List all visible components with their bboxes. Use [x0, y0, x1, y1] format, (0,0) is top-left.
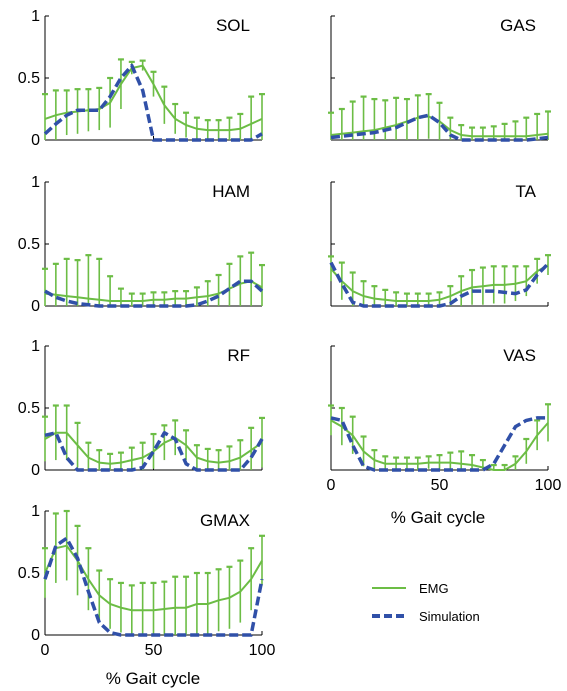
panel-title: TA — [516, 182, 537, 201]
panel-sol: 0 0.5 1 SOL — [18, 8, 265, 149]
y-tick-label: 1 — [31, 8, 40, 25]
emg-series-line — [330, 115, 549, 138]
panel-title: GAS — [500, 16, 536, 35]
y-tick-label: 0.5 — [18, 236, 40, 253]
x-axis-label-right: % Gait cycle — [391, 508, 485, 527]
y-tick-label: 1 — [31, 338, 40, 355]
panel-rf: 0 0.5 1 RF — [18, 338, 265, 479]
x-tick-label: 50 — [145, 642, 163, 659]
x-tick-label: 0 — [41, 642, 50, 659]
y-tick-label: 0 — [31, 298, 40, 315]
emg-series-line — [330, 264, 549, 302]
y-tick-label: 0 — [31, 462, 40, 479]
panel-title: GMAX — [200, 511, 250, 530]
simulation-series-line — [44, 279, 264, 308]
emg-series-line — [44, 431, 263, 465]
x-tick-label: 50 — [431, 477, 449, 494]
panel-title: SOL — [216, 16, 250, 35]
simulation-series-line — [43, 63, 263, 142]
legend: EMG Simulation — [372, 581, 480, 624]
simulation-series-line — [330, 416, 548, 472]
panel-title: RF — [227, 346, 250, 365]
x-tick-label: 100 — [535, 477, 562, 494]
y-tick-label: 0.5 — [18, 565, 40, 582]
legend-simulation-label: Simulation — [419, 609, 480, 624]
x-tick-label: 0 — [327, 477, 336, 494]
panel-gas: GAS — [328, 15, 551, 142]
panels: 0 0.5 1 SOL GAS 0 0.5 1 HAM TA 0 0.5 1 RF 0 50 100 VAS 0 0.… — [18, 8, 562, 659]
panel-title: HAM — [212, 182, 250, 201]
legend-emg-label: EMG — [419, 581, 449, 596]
y-tick-label: 0.5 — [18, 400, 40, 417]
y-tick-label: 1 — [31, 174, 40, 191]
y-tick-label: 0 — [31, 132, 40, 149]
simulation-series-line — [43, 536, 264, 637]
panel-ta: TA — [328, 181, 551, 308]
y-tick-label: 1 — [31, 503, 40, 520]
panel-gmax: 0 0.5 1 0 50 100 GMAX — [18, 503, 276, 659]
panel-title: VAS — [503, 346, 536, 365]
y-tick-label: 0 — [31, 627, 40, 644]
simulation-series-line — [329, 261, 550, 308]
y-tick-label: 0.5 — [18, 70, 40, 87]
x-axis-label-left: % Gait cycle — [106, 669, 200, 688]
panel-ham: 0 0.5 1 HAM — [18, 174, 265, 315]
panel-vas: 0 50 100 VAS — [327, 345, 562, 494]
simulation-series-line — [44, 431, 264, 472]
x-tick-label: 100 — [249, 642, 276, 659]
emg-series-line — [330, 419, 549, 471]
